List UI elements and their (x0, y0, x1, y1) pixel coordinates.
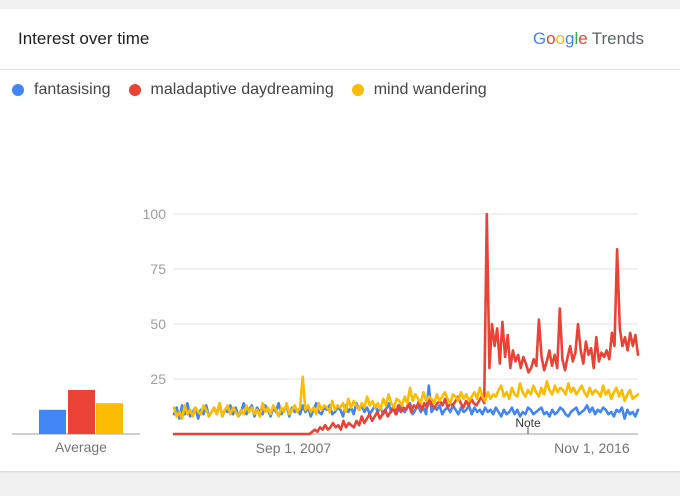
legend-label: maladaptive daydreaming (150, 81, 334, 98)
chart-legend: fantasising maladaptive daydreaming mind… (12, 79, 505, 101)
google-trends-logo: Google Trends (532, 29, 644, 48)
y-tick-label: 25 (150, 371, 166, 387)
legend-label: fantasising (34, 81, 111, 98)
average-bar (68, 390, 95, 434)
legend-item-maladaptive-daydreaming[interactable]: maladaptive daydreaming (128, 81, 334, 99)
legend-label: mind wandering (373, 81, 487, 98)
y-tick-label: 100 (143, 206, 167, 222)
y-tick-label: 50 (150, 316, 166, 332)
x-tick-label: Nov 1, 2016 (554, 440, 630, 456)
legend-dot-icon (12, 84, 24, 96)
average-bar (39, 409, 66, 434)
legend-item-mind-wandering[interactable]: mind wandering (351, 81, 487, 99)
note-label[interactable]: Note (515, 416, 541, 430)
average-label: Average (55, 439, 107, 455)
average-bar (96, 403, 123, 434)
legend-dot-icon (128, 84, 141, 96)
card-header: Interest over time Google Trends (0, 9, 680, 70)
series-line-mind-wandering (172, 375, 640, 420)
legend-dot-icon (351, 84, 364, 96)
x-tick-label: Sep 1, 2007 (256, 440, 332, 456)
y-tick-label: 75 (150, 261, 166, 277)
series-line-maladaptive-daydreaming (172, 212, 640, 436)
legend-item-fantasising[interactable]: fantasising (12, 81, 111, 99)
card-title: Interest over time (18, 29, 150, 48)
